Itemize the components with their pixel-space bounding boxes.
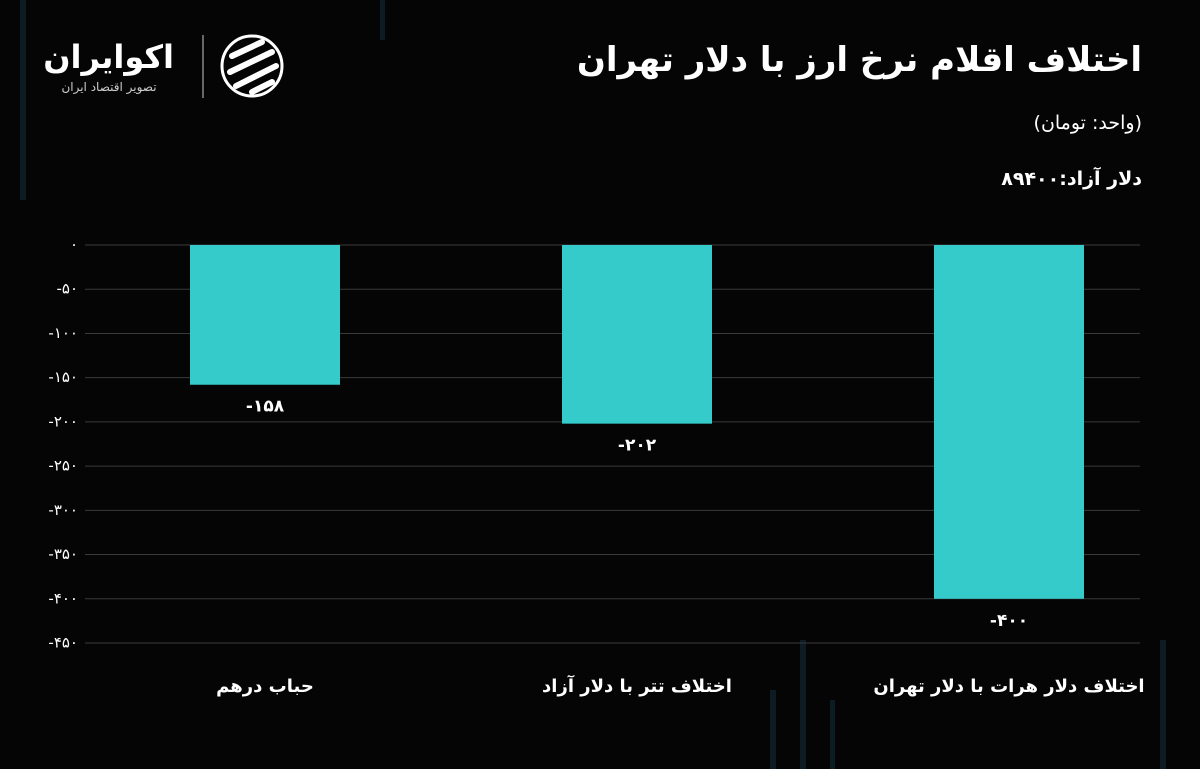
y-tick-label: -۴۵۰ [48, 634, 78, 652]
x-tick-label: اختلاف تتر با دلار آزاد [542, 674, 732, 697]
brand-name: اکوایران [43, 38, 174, 76]
y-tick-label: -۲۵۰ [48, 457, 78, 475]
x-tick-label: حباب درهم [216, 676, 314, 697]
data-label: -۲۰۲ [618, 436, 657, 456]
bar [934, 245, 1084, 599]
y-tick-label: -۵۰ [56, 280, 78, 298]
background-decor [20, 0, 1166, 769]
y-tick-label: -۱۵۰ [48, 368, 78, 386]
y-tick-label: ۰ [70, 236, 78, 254]
y-tick-label: -۲۰۰ [48, 412, 78, 430]
y-tick-label: -۳۵۰ [48, 545, 78, 563]
chart-subtitle: (واحد: تومان) [1033, 112, 1142, 134]
chart-title: اختلاف اقلام نرخ ارز با دلار تهران [576, 40, 1142, 80]
data-label: -۱۵۸ [246, 397, 285, 417]
x-tick-label: اختلاف دلار هرات با دلار تهران [873, 676, 1144, 697]
brand-tagline: تصویر اقتصاد ایران [61, 80, 157, 94]
data-label: -۴۰۰ [990, 611, 1028, 631]
logo-icon [220, 34, 284, 98]
y-tick-label: -۱۰۰ [48, 324, 78, 342]
brand: اکوایران تصویر اقتصاد ایران [43, 38, 174, 94]
y-tick-label: -۳۰۰ [48, 501, 78, 519]
chart-note: دلار آزاد:۸۹۴۰۰ [1001, 168, 1142, 190]
bar [562, 245, 712, 424]
bar [190, 245, 340, 385]
y-tick-label: -۴۰۰ [48, 589, 78, 607]
